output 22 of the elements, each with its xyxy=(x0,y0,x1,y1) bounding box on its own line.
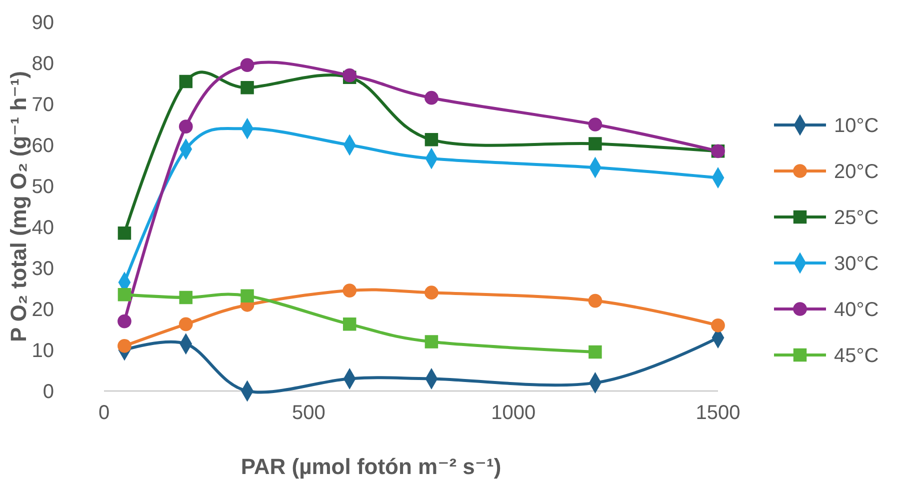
y-tick-label: 0 xyxy=(42,381,54,403)
y-tick-label: 80 xyxy=(32,53,54,75)
x-axis-title: PAR (µmol fotón m⁻² s⁻¹) xyxy=(240,454,502,479)
legend-label: 45°C xyxy=(834,345,879,367)
x-tick-label: 0 xyxy=(98,402,110,424)
legend-label: 30°C xyxy=(834,253,879,275)
x-tick-label: 500 xyxy=(292,402,326,424)
y-tick-label: 60 xyxy=(32,135,54,157)
y-tick-label: 50 xyxy=(32,176,54,198)
legend-label: 20°C xyxy=(834,161,879,183)
x-tick-label: 1500 xyxy=(696,402,740,424)
y-tick-label: 90 xyxy=(32,12,54,34)
y-tick-label: 40 xyxy=(32,217,54,239)
y-tick-label: 20 xyxy=(32,299,54,321)
y-axis-title: P O₂ total (mg O₂ (g⁻¹ h⁻¹) xyxy=(6,71,31,342)
y-tick-label: 10 xyxy=(32,340,54,362)
legend-label: 10°C xyxy=(834,115,879,137)
legend-label: 40°C xyxy=(834,299,879,321)
legend-label: 25°C xyxy=(834,207,879,229)
x-tick-label: 1000 xyxy=(491,402,536,424)
y-tick-label: 70 xyxy=(32,94,54,116)
y-tick-label: 30 xyxy=(32,258,54,280)
